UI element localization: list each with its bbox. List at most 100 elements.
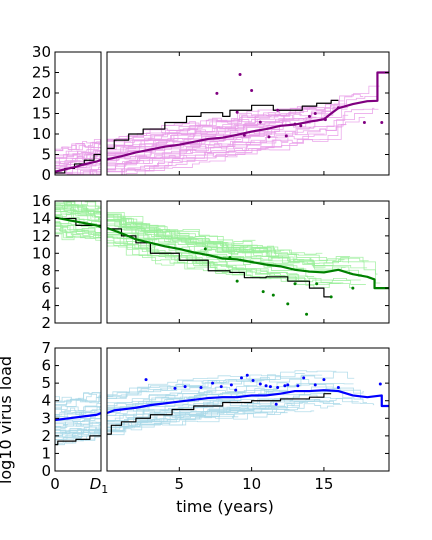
individual-trajectory bbox=[107, 99, 339, 143]
left-mean-curve bbox=[55, 158, 101, 173]
individual-trajectory bbox=[107, 370, 337, 396]
panel-top: 0 5 10 15 20 25 30 bbox=[32, 43, 390, 192]
individual-trajectory bbox=[107, 126, 343, 173]
individual-trajectory bbox=[107, 399, 321, 423]
individual-trajectory bbox=[107, 235, 309, 281]
individual-trajectory bbox=[107, 234, 244, 269]
data-point bbox=[235, 110, 239, 114]
individual-trajectory bbox=[107, 373, 305, 400]
left-axes-frame bbox=[54, 347, 102, 472]
individual-trajectory bbox=[107, 219, 330, 264]
data-point bbox=[284, 134, 288, 138]
data-point bbox=[261, 290, 265, 294]
data-point bbox=[302, 376, 306, 380]
individual-trajectory-left bbox=[97, 174, 101, 175]
y-axis-label: log10 virus load bbox=[0, 356, 15, 484]
y-tick-label: 0 bbox=[41, 462, 51, 480]
data-point bbox=[268, 385, 272, 389]
data-point bbox=[211, 381, 215, 385]
individual-trajectory-left bbox=[55, 392, 101, 402]
data-point bbox=[203, 247, 207, 251]
individual-trajectory bbox=[107, 374, 280, 397]
individual-trajectory bbox=[107, 118, 287, 157]
data-point bbox=[199, 386, 203, 390]
individual-trajectory bbox=[107, 409, 255, 432]
highlight-trajectory bbox=[107, 99, 339, 149]
individual-trajectory-left bbox=[66, 169, 101, 175]
y-tick-label: 15 bbox=[32, 105, 51, 123]
data-point bbox=[271, 293, 275, 297]
y-tick-label: 16 bbox=[32, 192, 51, 210]
individual-trajectory-left bbox=[55, 201, 101, 216]
data-point bbox=[250, 89, 254, 93]
y-tick-label: 20 bbox=[32, 84, 51, 102]
individual-trajectory-left bbox=[55, 179, 101, 188]
right-subplot-content bbox=[107, 71, 389, 175]
data-point bbox=[329, 295, 333, 299]
individual-trajectory-left bbox=[55, 152, 101, 164]
x-tick-label-d1: D1 bbox=[90, 475, 109, 496]
individual-trajectory bbox=[107, 412, 288, 432]
individual-trajectory bbox=[107, 215, 369, 262]
individual-trajectory-left bbox=[55, 397, 101, 405]
data-point bbox=[293, 122, 297, 126]
data-point bbox=[286, 383, 290, 387]
individual-trajectory bbox=[107, 234, 344, 284]
individual-trajectory bbox=[107, 397, 289, 416]
individual-trajectory-left bbox=[55, 405, 101, 413]
right-axes-frame bbox=[106, 200, 390, 324]
data-point bbox=[315, 282, 319, 286]
y-tick-label: 2 bbox=[41, 314, 51, 332]
data-point bbox=[313, 112, 317, 115]
individual-trajectory bbox=[107, 106, 318, 141]
individual-trajectory bbox=[107, 107, 315, 150]
individual-trajectory-left bbox=[71, 169, 101, 175]
y-tick-label: 2 bbox=[41, 427, 51, 445]
data-point bbox=[229, 383, 233, 387]
data-point bbox=[336, 106, 340, 110]
data-point bbox=[378, 382, 382, 386]
x-tick-label: 10 bbox=[242, 475, 261, 493]
left-subplot-content bbox=[55, 201, 101, 241]
y-tick-label: 12 bbox=[32, 227, 51, 245]
individual-trajectory-left bbox=[55, 392, 101, 402]
data-point bbox=[336, 386, 340, 390]
data-point bbox=[183, 385, 187, 389]
left-axes-frame bbox=[54, 200, 102, 324]
mean-curve bbox=[107, 226, 389, 290]
individual-trajectory bbox=[107, 410, 315, 433]
data-point bbox=[323, 118, 327, 122]
data-point bbox=[258, 120, 262, 124]
highlight-trajectory bbox=[107, 393, 332, 435]
individual-trajectory-left bbox=[55, 418, 101, 427]
data-point bbox=[286, 302, 290, 306]
data-point bbox=[305, 312, 309, 316]
y-tick-label: 14 bbox=[32, 209, 51, 227]
individual-trajectory bbox=[123, 116, 365, 175]
individual-trajectory bbox=[107, 388, 363, 413]
highlight-trajectory bbox=[107, 228, 332, 298]
x-tick-label: 5 bbox=[175, 475, 185, 493]
individual-trajectory bbox=[107, 212, 256, 244]
individual-trajectory-left bbox=[55, 225, 101, 236]
data-point bbox=[238, 73, 242, 77]
individual-trajectory-left bbox=[55, 426, 101, 434]
individual-trajectory-left bbox=[55, 181, 101, 190]
y-tick-label: 5 bbox=[41, 374, 51, 392]
data-point bbox=[351, 286, 355, 290]
right-subplot-content bbox=[107, 212, 389, 316]
individual-trajectory-left bbox=[55, 181, 101, 192]
data-point bbox=[283, 384, 287, 388]
data-point bbox=[173, 386, 177, 390]
data-point bbox=[322, 378, 326, 382]
left-subplot-content bbox=[55, 139, 101, 192]
data-point bbox=[293, 282, 297, 286]
y-tick-label: 4 bbox=[41, 297, 51, 315]
individual-trajectory-left bbox=[55, 201, 101, 210]
mean-curve bbox=[107, 389, 389, 415]
y-tick-label: 3 bbox=[41, 409, 51, 427]
mean-curve bbox=[107, 71, 389, 161]
individual-trajectory-left bbox=[55, 406, 101, 416]
